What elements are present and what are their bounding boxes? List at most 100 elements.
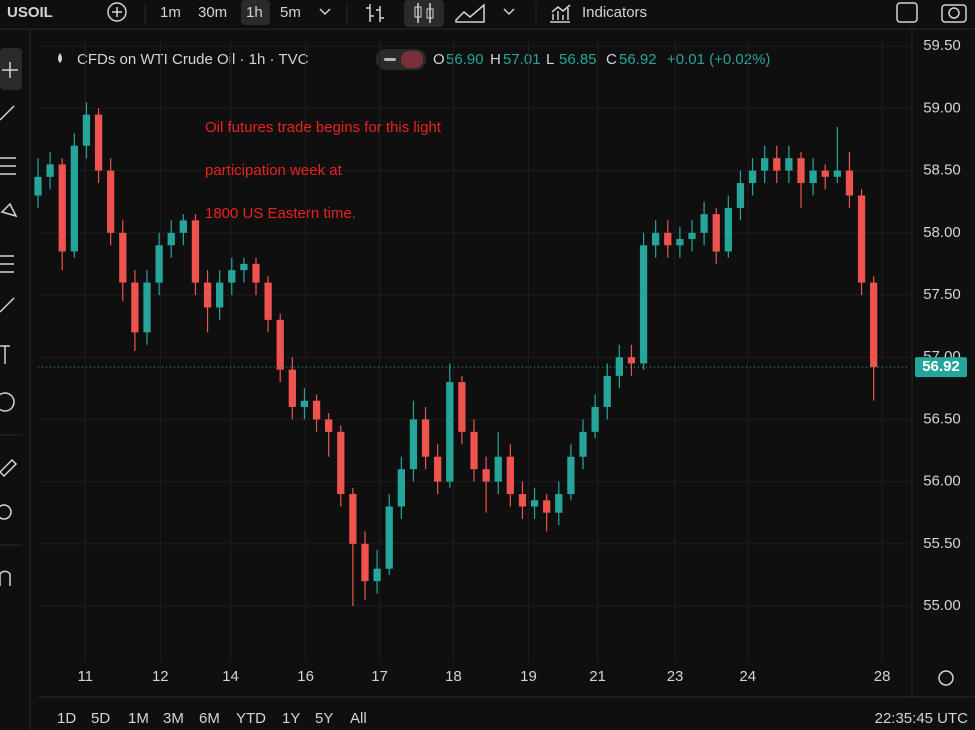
candle-body [652,232,660,246]
candle-body [434,456,442,482]
candle-body [46,164,54,177]
candle-body [361,543,369,582]
y-tick-label: 55.00 [923,597,961,614]
plus-icon [112,7,122,17]
y-tick-label: 55.50 [923,535,961,552]
candle-body [107,170,115,233]
legend-label: O [433,51,445,68]
settings-icon[interactable] [938,670,954,686]
clock: 22:35:45 UTC [875,710,969,727]
candle-body [179,220,187,233]
candle-body [34,176,42,196]
range-button[interactable]: 6M [199,710,220,727]
candle-body [555,494,563,513]
last-price-bg [915,357,967,378]
text-tool-icon[interactable] [0,345,10,364]
candles-icon-body [426,8,434,19]
candle-body [421,419,430,457]
annotation: Oil futures trade begins for this light [205,119,442,136]
projection-tool-icon[interactable] [0,255,14,273]
share-icon[interactable] [896,2,918,23]
candle-body [228,270,236,283]
candle-body [119,232,127,283]
legend-value: 56.92 [619,51,657,68]
annotation: participation week at [205,162,343,179]
candle-body [833,170,841,177]
candle-body [773,158,781,171]
candle-body [615,357,623,376]
candle-body [857,195,866,283]
range-button[interactable]: YTD [236,710,266,727]
candle-body [70,145,78,252]
x-tick-label: 18 [445,668,462,685]
chevron[interactable] [503,8,515,16]
candle-body [312,400,321,420]
candle-body [591,406,599,432]
x-tick-label: 28 [874,668,891,685]
indicators-icon[interactable] [550,4,571,23]
last-price-label: 56.92 [922,358,960,375]
range-button[interactable]: 1Y [282,710,300,727]
area-icon[interactable] [455,3,485,23]
line-tool-icon[interactable] [0,105,15,121]
indicators-button[interactable]: Indicators [582,4,647,21]
range-button[interactable]: 5Y [315,710,333,727]
candle-body [579,431,587,457]
interval-button[interactable]: 1m [160,4,181,21]
drop-icon [58,53,62,63]
x-tick-label: 24 [739,668,756,685]
candle-body [761,158,769,171]
candle-body [603,375,611,407]
candle-body [567,456,575,495]
range-button[interactable]: 1D [57,710,76,727]
bars-icon[interactable] [366,4,384,22]
candles-icon[interactable] [417,3,431,23]
candle-body [506,456,514,495]
range-button[interactable]: All [350,710,367,727]
interval-button[interactable]: 1h [246,4,263,21]
candle-body [58,164,66,252]
ruler-icon[interactable] [0,458,18,478]
fib-tool-icon[interactable] [0,157,16,175]
magnet-icon[interactable] [0,570,11,586]
add-symbol-icon[interactable] [107,2,127,22]
range-button[interactable]: 3M [163,710,184,727]
camera-icon[interactable] [941,4,967,23]
zoom-icon[interactable] [0,504,12,520]
active-tool-bg[interactable] [0,48,22,90]
y-tick-label: 58.00 [923,224,961,241]
candle-body [748,170,757,184]
candle-body [785,158,793,171]
interval-button[interactable]: 30m [198,4,227,21]
emoji-tool-icon[interactable] [0,392,15,412]
toggle-active [401,51,423,68]
legend-value: 56.90 [446,51,484,68]
legend-label: C [606,51,617,68]
candle-body [700,214,708,233]
candle-body [494,456,502,482]
crosshair-icon[interactable] [2,62,18,78]
candle-body [131,282,139,333]
symbol[interactable]: USOIL [7,4,53,21]
x-tick-label: 11 [77,668,93,685]
pattern-tool-icon[interactable] [0,202,18,218]
y-tick-label: 59.50 [923,37,961,54]
chevron[interactable] [319,8,331,16]
candle-body [688,232,696,240]
candle-body [216,282,224,308]
y-tick-label: 58.50 [923,162,961,179]
annotation: 1800 US Eastern time. [205,205,356,222]
candle-body [264,282,272,320]
candle-body [809,170,817,184]
interval-button[interactable]: 5m [280,4,301,21]
x-tick-label: 12 [152,668,169,685]
candle-body [724,207,732,252]
brush-tool-icon[interactable] [0,297,15,313]
range-button[interactable]: 5D [91,710,110,727]
candle-body [543,500,551,513]
candle-body [797,158,805,184]
candle-body [845,170,854,196]
range-button[interactable]: 1M [128,710,149,727]
